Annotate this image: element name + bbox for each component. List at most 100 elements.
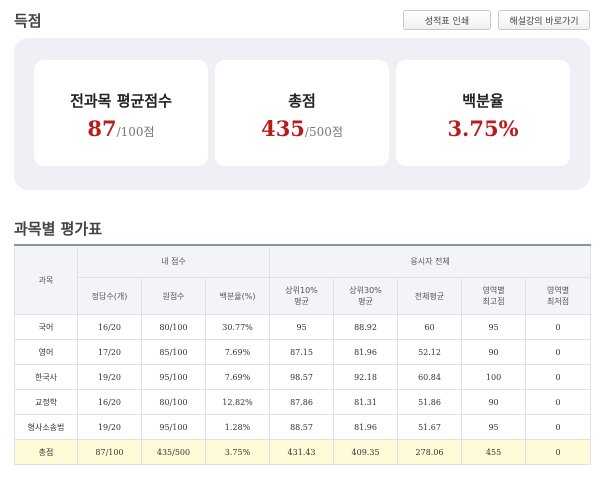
header-subject: 과목: [14, 244, 78, 315]
table-cell: 12.82%: [204, 389, 271, 415]
table-cell: 409.35: [333, 439, 399, 465]
total-score-card: 총점 435/500점: [215, 60, 389, 166]
column-header: 원점수: [141, 277, 206, 315]
column-header: 상위30% 평균: [333, 277, 399, 315]
table-cell: 81.96: [333, 414, 399, 440]
table-cell: 278.06: [397, 439, 463, 465]
subject-evaluation-table: 과목 내 점수 응시자 전체 정답수(개) 원점수 백분율(%) 상위10% 평균…: [14, 244, 592, 465]
table-cell: 81.96: [333, 339, 399, 365]
table-cell: 81.31: [333, 389, 399, 415]
subject-cell: 총점: [14, 439, 78, 465]
table-row: 형사소송법 19/20 95/100 1.28% 88.57 81.96 51.67 95 0: [14, 414, 592, 440]
table-cell: 7.69%: [204, 339, 271, 365]
total-row: 총점 87/100 435/500 3.75% 431.43 409.35 278.06 45…: [14, 439, 592, 465]
table-cell: 0: [525, 364, 592, 390]
table-row: 국어 16/20 80/100 30.77% 95 88.92 60 95 0: [14, 314, 592, 340]
subject-cell: 영어: [14, 339, 78, 365]
table-cell: 90: [461, 339, 527, 365]
column-header: 영역별 최저점: [525, 277, 592, 315]
table-cell: 88.92: [333, 314, 399, 340]
table-cell: 100: [461, 364, 527, 390]
table-cell: 80/100: [141, 389, 206, 415]
table-section-title: 과목별 평가표: [14, 220, 103, 238]
table-cell: 19/20: [77, 364, 142, 390]
total-score-unit: /500점: [304, 125, 343, 139]
table-cell: 3.75%: [204, 439, 271, 465]
table-cell: 435/500: [141, 439, 206, 465]
percentile-value-wrap: 3.75%: [396, 116, 570, 141]
table-cell: 7.69%: [204, 364, 271, 390]
header-all-examinees: 응시자 전체: [269, 244, 592, 278]
total-score-value-wrap: 435/500점: [215, 116, 389, 141]
column-header: 정답수(개): [77, 277, 142, 315]
table-cell: 60.84: [397, 364, 463, 390]
table-row: 교정학 16/20 80/100 12.82% 87.86 81.31 51.86 90 0: [14, 389, 592, 415]
table-cell: 95/100: [141, 364, 206, 390]
table-cell: 431.43: [269, 439, 335, 465]
column-header-label: 원점수: [162, 291, 185, 301]
score-section-title: 득점: [14, 12, 42, 30]
average-score-value-wrap: 87/100점: [34, 116, 208, 141]
table-cell: 30.77%: [204, 314, 271, 340]
table-cell: 95/100: [141, 414, 206, 440]
table-cell: 87.86: [269, 389, 335, 415]
subject-cell: 교정학: [14, 389, 78, 415]
percentile-card: 백분율 3.75%: [396, 60, 570, 166]
table-cell: 51.67: [397, 414, 463, 440]
lecture-link-button[interactable]: 해설강의 바로가기: [498, 10, 590, 30]
average-score-unit: /100점: [116, 125, 155, 139]
table-cell: 90: [461, 389, 527, 415]
column-header-row: 정답수(개) 원점수 백분율(%) 상위10% 평균 상위30% 평균 전체평균 영…: [15, 277, 592, 315]
column-header: 백분율(%): [204, 277, 271, 315]
table-cell: 0: [525, 339, 592, 365]
header-my-score: 내 점수: [76, 244, 271, 278]
table-cell: 0: [525, 414, 592, 440]
table-cell: 98.57: [269, 364, 335, 390]
average-score-card: 전과목 평균점수 87/100점: [34, 60, 208, 166]
column-header: 상위10% 평균: [269, 277, 335, 315]
table-cell: 51.86: [397, 389, 463, 415]
column-header-label: 영역별 최고점: [482, 286, 505, 306]
table-cell: 80/100: [141, 314, 206, 340]
column-header: 전체평균: [397, 277, 463, 315]
subject-cell: 형사소송법: [14, 414, 78, 440]
average-score-value: 87: [87, 116, 117, 141]
table-cell: 88.57: [269, 414, 335, 440]
column-header-label: 상위10% 평균: [285, 286, 318, 306]
table-row: 영어 17/20 85/100 7.69% 87.15 81.96 52.12 90 0: [14, 339, 592, 365]
table-cell: 92.18: [333, 364, 399, 390]
table-cell: 87/100: [77, 439, 142, 465]
table-cell: 0: [525, 439, 592, 465]
table-cell: 95: [461, 414, 527, 440]
table-cell: 0: [525, 314, 592, 340]
table-cell: 16/20: [77, 389, 142, 415]
print-report-button[interactable]: 성적표 인쇄: [403, 10, 491, 30]
average-score-label: 전과목 평균점수: [70, 92, 172, 110]
subject-cell: 국어: [14, 314, 78, 340]
percentile-label: 백분율: [462, 92, 504, 110]
table-cell: 455: [461, 439, 527, 465]
table-cell: 87.15: [269, 339, 335, 365]
table-cell: 95: [461, 314, 527, 340]
column-header-label: 정답수(개): [91, 291, 128, 301]
column-header-label: 백분율(%): [219, 291, 256, 301]
subject-cell: 한국사: [14, 364, 78, 390]
table-cell: 17/20: [77, 339, 142, 365]
total-score-value: 435: [261, 116, 305, 141]
score-summary-panel: 전과목 평균점수 87/100점 총점 435/500점 백분율 3.75%: [14, 38, 590, 190]
column-header-label: 영역별 최저점: [547, 286, 570, 306]
table-cell: 16/20: [77, 314, 142, 340]
total-score-label: 총점: [288, 92, 316, 110]
table-cell: 85/100: [141, 339, 206, 365]
table-body: 국어 16/20 80/100 30.77% 95 88.92 60 95 0 영어 17/20 85…: [14, 314, 592, 465]
column-header: 영역별 최고점: [461, 277, 527, 315]
table-cell: 52.12: [397, 339, 463, 365]
table-cell: 60: [397, 314, 463, 340]
column-header-label: 상위30% 평균: [349, 286, 382, 306]
table-cell: 0: [525, 389, 592, 415]
table-cell: 95: [269, 314, 335, 340]
column-header-label: 전체평균: [414, 291, 445, 301]
table-row: 한국사 19/20 95/100 7.69% 98.57 92.18 60.84 100 0: [14, 364, 592, 390]
percentile-value: 3.75%: [447, 116, 519, 141]
table-cell: 1.28%: [204, 414, 271, 440]
